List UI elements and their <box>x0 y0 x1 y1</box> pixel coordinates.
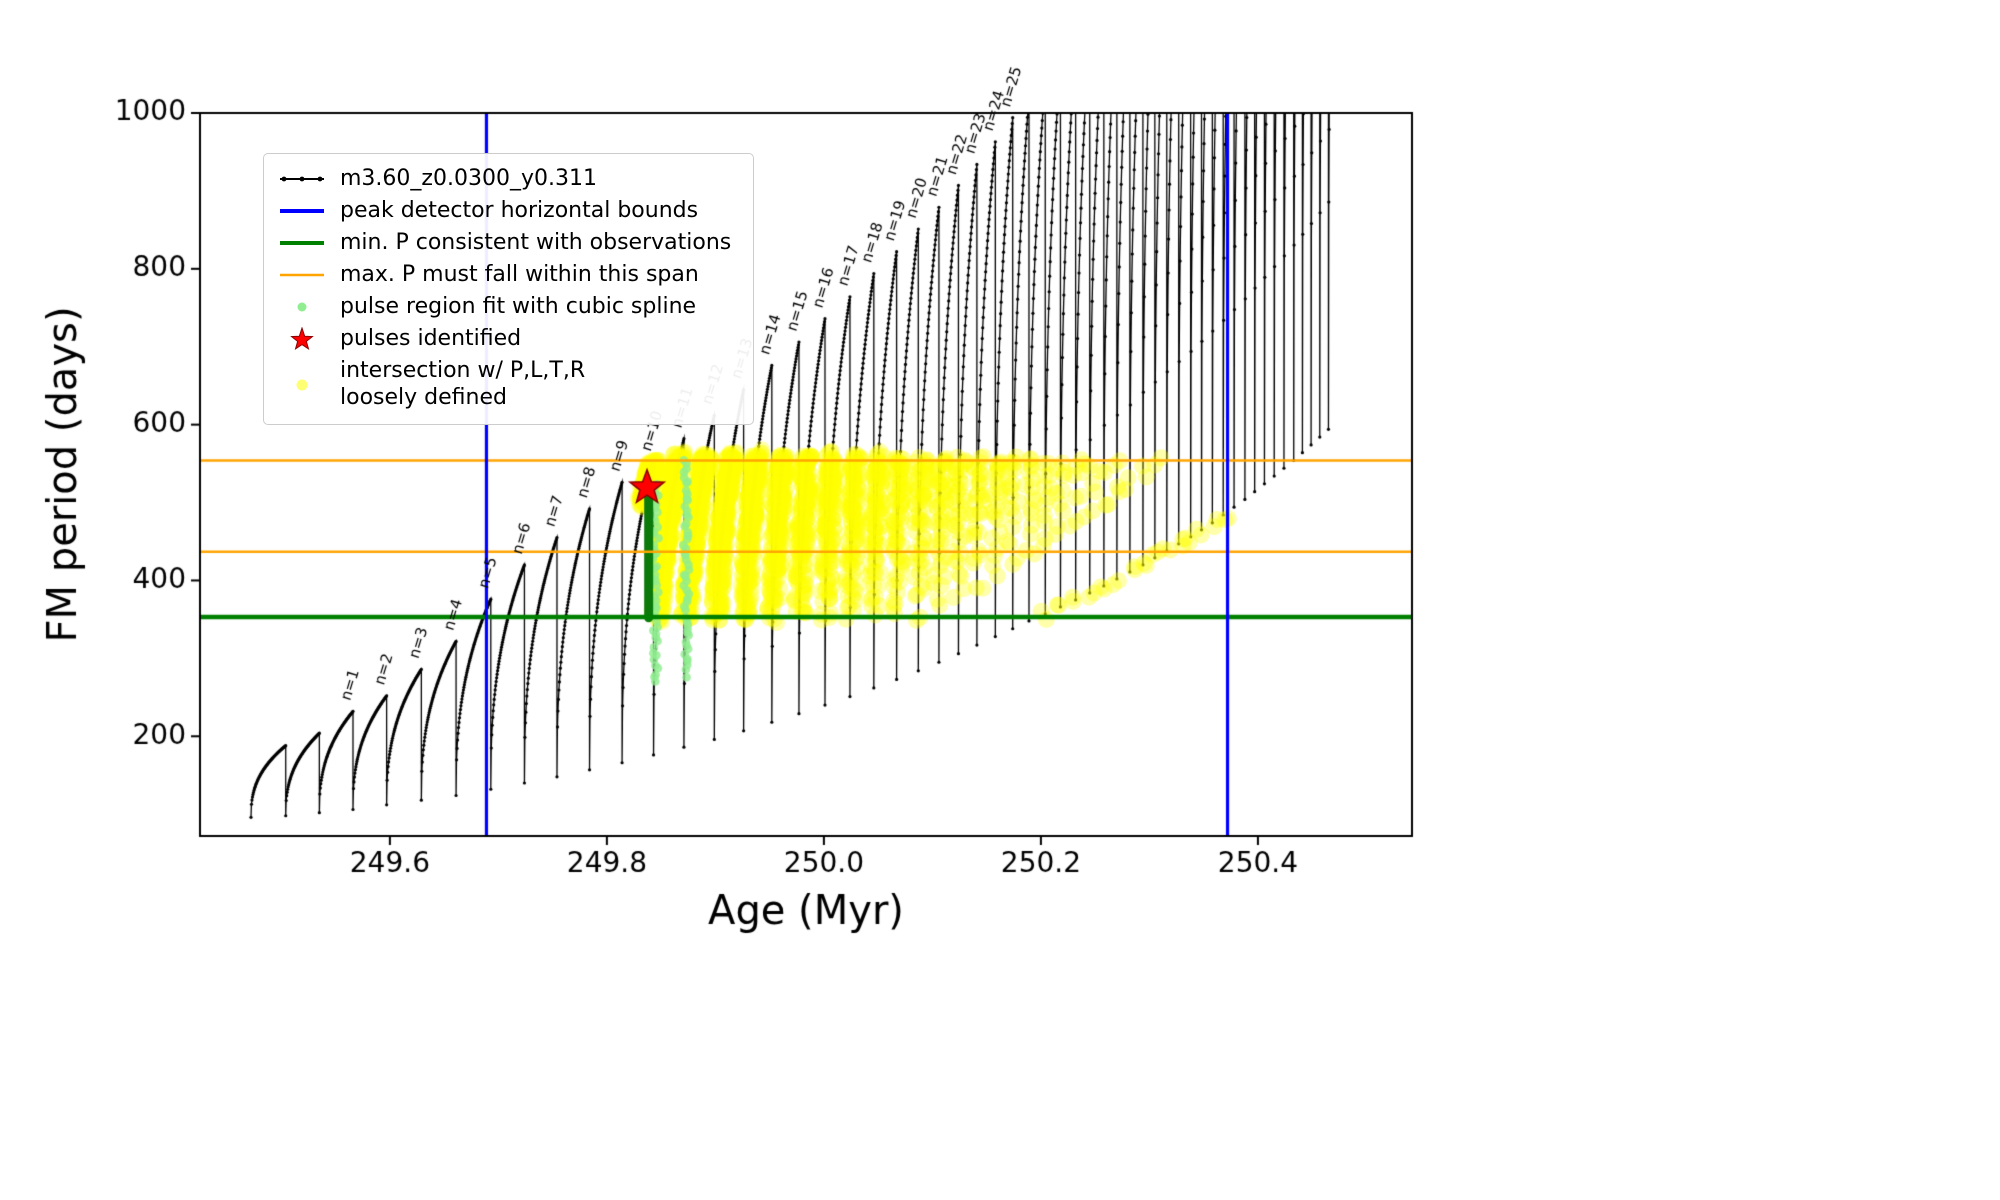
lightgreen-dot-icon <box>276 297 328 317</box>
legend-label-pulses: pulses identified <box>340 326 522 351</box>
legend-item-series: m3.60_z0.0300_y0.311 <box>276 166 731 191</box>
legend-item-intersection: intersection w/ P,L,T,R loosely defined <box>276 358 731 412</box>
green-line-icon <box>276 233 328 253</box>
red-star-icon <box>276 326 328 351</box>
series-line-dot-icon <box>276 169 328 189</box>
legend-label-peak-bounds: peak detector horizontal bounds <box>340 198 699 223</box>
legend-item-min-p: min. P consistent with observations <box>276 230 731 255</box>
legend-label-spline: pulse region fit with cubic spline <box>340 294 697 319</box>
legend-item-spline: pulse region fit with cubic spline <box>276 294 731 319</box>
legend-item-pulses: pulses identified <box>276 326 731 351</box>
legend-label-series: m3.60_z0.0300_y0.311 <box>340 166 597 191</box>
yellow-dot-icon <box>276 375 328 395</box>
legend-item-max-p: max. P must fall within this span <box>276 262 731 287</box>
orange-line-icon <box>276 265 328 285</box>
blue-line-icon <box>276 201 328 221</box>
legend-label-max-p: max. P must fall within this span <box>340 262 699 287</box>
legend-item-peak-bounds: peak detector horizontal bounds <box>276 198 731 223</box>
legend-label-min-p: min. P consistent with observations <box>340 230 732 255</box>
legend-label-intersection: intersection w/ P,L,T,R loosely defined <box>340 358 586 410</box>
legend: m3.60_z0.0300_y0.311 peak detector horiz… <box>263 153 755 425</box>
